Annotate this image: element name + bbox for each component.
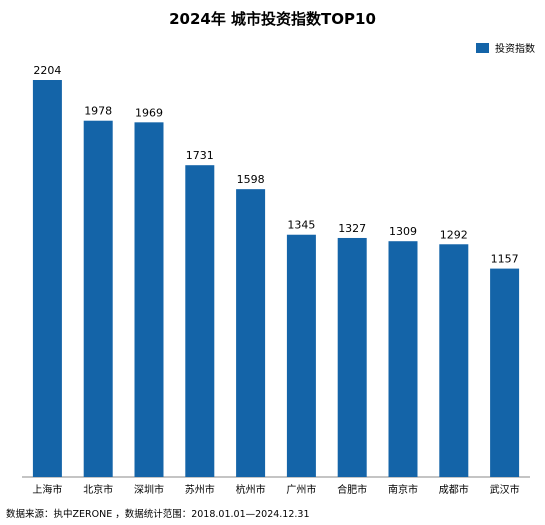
x-tick-label-1: 北京市 bbox=[83, 483, 113, 496]
data-label-4: 1598 bbox=[237, 173, 265, 186]
bar-5 bbox=[286, 234, 316, 477]
data-label-3: 1731 bbox=[186, 149, 214, 162]
x-tick-label-0: 上海市 bbox=[32, 483, 62, 496]
data-label-1: 1978 bbox=[84, 105, 112, 118]
x-tick-label-2: 深圳市 bbox=[134, 483, 164, 496]
data-label-6: 1327 bbox=[338, 222, 366, 235]
x-tick-label-7: 南京市 bbox=[388, 483, 418, 496]
data-label-8: 1292 bbox=[440, 228, 468, 241]
legend-label: 投资指数 bbox=[495, 44, 535, 55]
bar-6 bbox=[337, 237, 367, 477]
bar-4 bbox=[236, 189, 266, 477]
data-label-7: 1309 bbox=[389, 225, 417, 238]
data-label-2: 1969 bbox=[135, 106, 163, 119]
bar-3 bbox=[185, 165, 215, 478]
bar-1 bbox=[83, 120, 113, 477]
x-tick-label-8: 成都市 bbox=[439, 483, 469, 496]
bar-8 bbox=[439, 244, 469, 477]
x-tick-label-6: 合肥市 bbox=[337, 483, 367, 496]
legend: 投资指数 bbox=[476, 40, 535, 55]
source-note: 数据来源：执中ZERONE ，数据统计范围：2018.01.01—2024.12… bbox=[6, 509, 310, 520]
bar-7 bbox=[388, 241, 418, 477]
x-tick-label-9: 武汉市 bbox=[490, 483, 520, 496]
chart-title: 2024年 城市投资指数TOP10 bbox=[169, 10, 376, 28]
x-tick-label-5: 广州市 bbox=[286, 483, 316, 496]
bar-2 bbox=[134, 122, 164, 477]
data-label-0: 2204 bbox=[33, 64, 61, 77]
data-label-5: 1345 bbox=[287, 219, 315, 232]
bar-0 bbox=[32, 80, 62, 477]
x-tick-label-4: 杭州市 bbox=[236, 483, 266, 496]
x-tick-label-3: 苏州市 bbox=[185, 483, 215, 496]
bar-9 bbox=[490, 268, 520, 477]
legend-swatch bbox=[476, 42, 489, 53]
data-label-9: 1157 bbox=[491, 253, 519, 266]
